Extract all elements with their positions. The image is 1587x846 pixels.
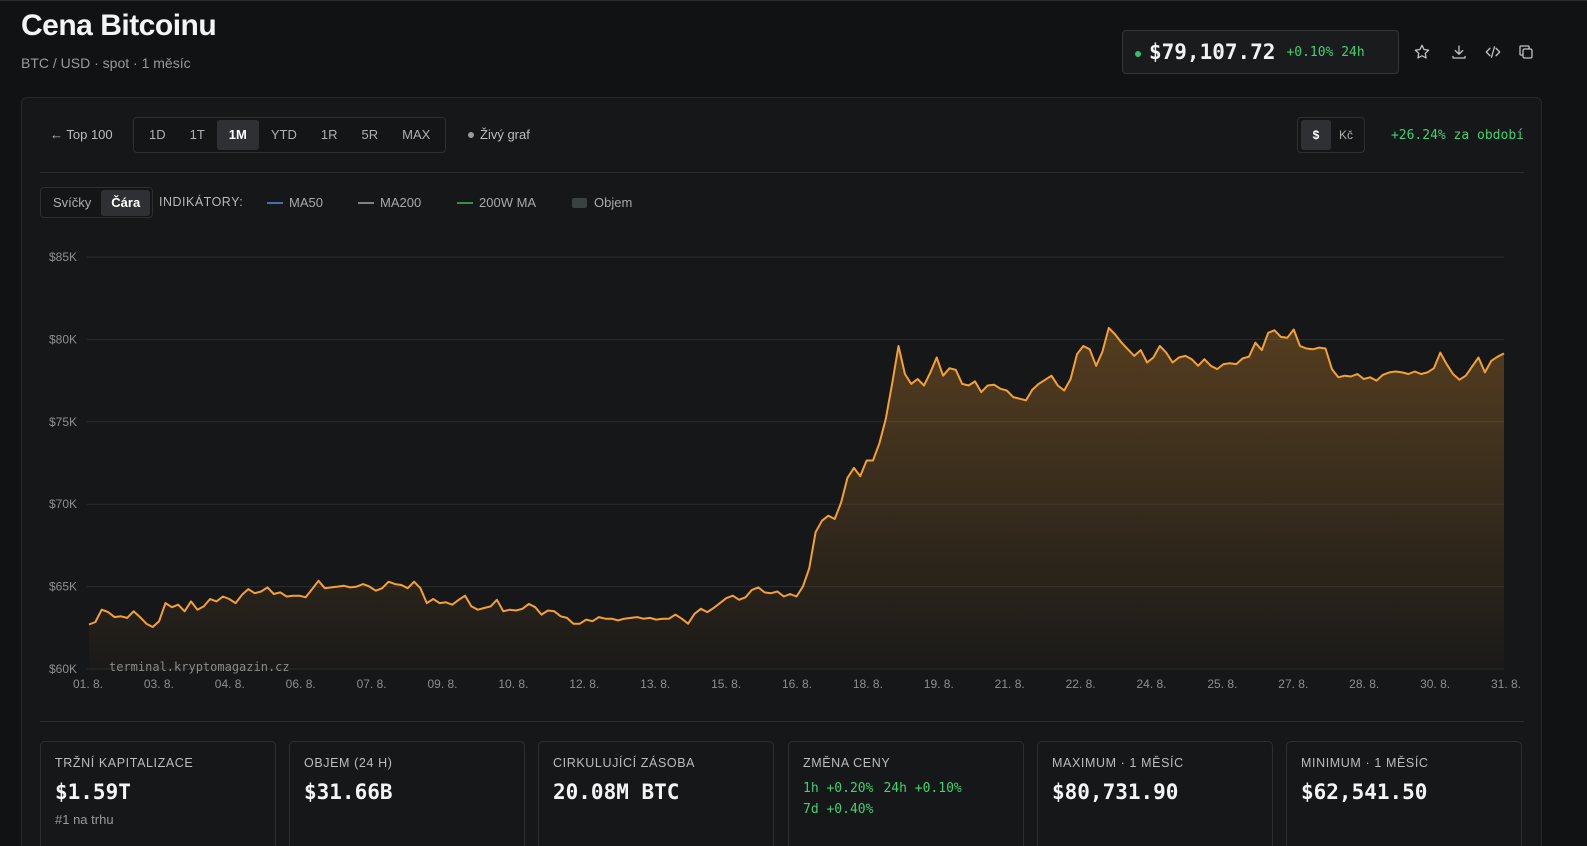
ma200-swatch bbox=[358, 201, 374, 204]
stat-card-price-change: Změna ceny 1h +0.20% 24h +0.10% 7d +0.40% bbox=[788, 741, 1024, 846]
indicator-volume[interactable]: Objem bbox=[572, 195, 632, 210]
live-price-box: $79,107.72 +0.10% 24h bbox=[1122, 30, 1399, 74]
live-indicator-dot bbox=[1135, 50, 1141, 57]
range-button-1d[interactable]: 1D bbox=[149, 127, 166, 142]
stat-sub: #1 na trhu bbox=[55, 812, 114, 827]
top-border bbox=[0, 0, 1587, 1]
stat-card-max: Maximum · 1 měsíc $80,731.90 bbox=[1037, 741, 1273, 846]
stat-value: $31.66B bbox=[304, 780, 393, 804]
indicator-ma50[interactable]: MA50 bbox=[267, 195, 323, 210]
stat-card-volume: Objem (24 h) $31.66B bbox=[289, 741, 525, 846]
stat-label: Maximum · 1 měsíc bbox=[1052, 756, 1184, 770]
indicators-label: INDIKÁTORY: bbox=[159, 195, 244, 209]
stat-label: Změna ceny bbox=[803, 756, 891, 770]
mode-button-candles[interactable]: Svíčky bbox=[53, 194, 92, 210]
period-change: +26.24% za období bbox=[1390, 128, 1524, 143]
change-24h: 24h +0.10% bbox=[883, 781, 962, 796]
change-7d: 7d +0.40% bbox=[803, 802, 874, 817]
chart-mode-selector: Svíčky Čára bbox=[40, 187, 154, 218]
ma50-swatch bbox=[267, 201, 283, 204]
range-button-1m[interactable]: 1M bbox=[216, 120, 259, 150]
live-graph-dot bbox=[468, 131, 474, 138]
range-button-ytd[interactable]: YTD bbox=[270, 127, 297, 142]
stat-label: Tržní kapitalizace bbox=[55, 756, 194, 770]
stats-divider bbox=[40, 721, 1524, 722]
download-icon[interactable] bbox=[1448, 41, 1470, 63]
range-button-5r[interactable]: 5R bbox=[361, 127, 379, 142]
page-subtitle: BTC / USD · spot · 1 měsíc bbox=[21, 55, 191, 71]
indicator-200w-ma-label: 200W MA bbox=[479, 195, 537, 210]
embed-code-icon[interactable] bbox=[1482, 41, 1504, 63]
stat-value: $62,541.50 bbox=[1301, 780, 1428, 804]
indicator-ma50-label: MA50 bbox=[289, 195, 323, 210]
back-to-top100-link[interactable]: ← Top 100 bbox=[50, 127, 113, 142]
price-change-24h: +0.10% 24h bbox=[1286, 44, 1365, 60]
change-1h: 1h +0.20% bbox=[803, 781, 874, 796]
current-price: $79,107.72 bbox=[1149, 40, 1276, 64]
live-graph-label: Živý graf bbox=[480, 127, 530, 142]
time-range-selector: 1D 1T 1M YTD 1R 5R MAX bbox=[133, 117, 447, 153]
range-button-max[interactable]: MAX bbox=[402, 127, 431, 142]
currency-button-usd[interactable]: $ bbox=[1301, 120, 1331, 150]
copy-icon[interactable] bbox=[1515, 41, 1537, 63]
indicator-200w-ma[interactable]: 200W MA bbox=[457, 195, 536, 210]
stat-card-min: Minimum · 1 měsíc $62,541.50 bbox=[1286, 741, 1522, 846]
range-button-1t[interactable]: 1T bbox=[189, 127, 205, 142]
stat-value: $1.59T bbox=[55, 780, 131, 804]
price-change-list: 1h +0.20% 24h +0.10% 7d +0.40% bbox=[803, 778, 1009, 820]
volume-swatch bbox=[572, 197, 587, 208]
chart-toolbar: ← Top 100 1D 1T 1M YTD 1R 5R MAX Živý gr… bbox=[40, 117, 1524, 155]
toolbar-divider bbox=[40, 172, 1524, 173]
star-icon[interactable] bbox=[1411, 41, 1433, 63]
currency-selector: $ Kč bbox=[1297, 117, 1365, 153]
stat-value: 20.08M BTC bbox=[553, 780, 680, 804]
chart-panel: ← Top 100 1D 1T 1M YTD 1R 5R MAX Živý gr… bbox=[21, 97, 1542, 846]
page-title: Cena Bitcoinu bbox=[21, 9, 217, 42]
stat-label: Cirkulující zásoba bbox=[553, 756, 696, 770]
stat-card-market-cap: Tržní kapitalizace $1.59T #1 na trhu bbox=[40, 741, 276, 846]
mode-button-line[interactable]: Čára bbox=[101, 189, 151, 216]
stat-label: Objem (24 h) bbox=[304, 756, 393, 770]
range-button-1r[interactable]: 1R bbox=[320, 127, 338, 142]
indicator-ma200[interactable]: MA200 bbox=[358, 195, 421, 210]
indicator-volume-label: Objem bbox=[594, 195, 633, 210]
stat-value: $80,731.90 bbox=[1052, 780, 1179, 804]
stat-label: Minimum · 1 měsíc bbox=[1301, 756, 1429, 770]
stat-card-supply: Cirkulující zásoba 20.08M BTC bbox=[538, 741, 774, 846]
indicator-ma200-label: MA200 bbox=[380, 195, 422, 210]
live-graph-toggle[interactable]: Živý graf bbox=[468, 127, 530, 142]
currency-button-czk[interactable]: Kč bbox=[1338, 128, 1353, 142]
200w-ma-swatch bbox=[457, 201, 473, 204]
